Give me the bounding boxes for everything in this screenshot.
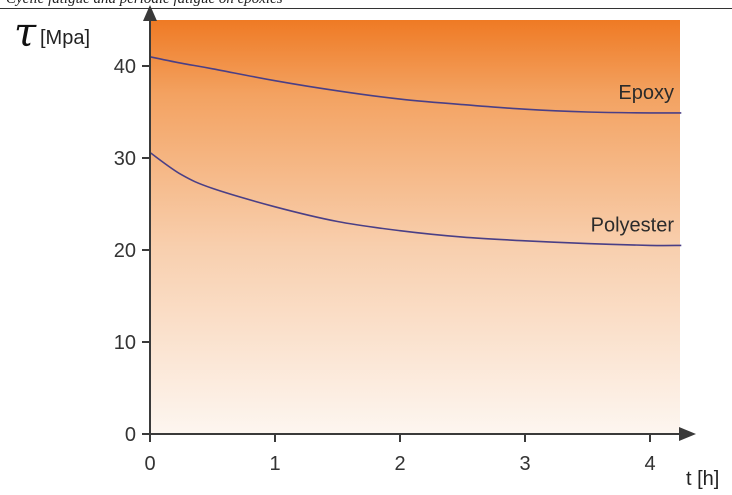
x-tick-label: 4 <box>644 453 655 475</box>
series-line-epoxy <box>149 56 682 114</box>
y-tick-label: 20 <box>114 240 136 262</box>
x-tick-label: 1 <box>269 453 280 475</box>
caption-fragment: Cyclic fatigue and periodic fatigue on e… <box>6 0 283 8</box>
x-tick-label: 0 <box>144 453 155 475</box>
y-tick-label: 40 <box>114 56 136 78</box>
y-tick-label: 0 <box>125 424 136 446</box>
y-axis-arrow <box>143 5 157 21</box>
y-axis-unit: [Mpa] <box>40 27 90 49</box>
plot-background <box>150 20 680 434</box>
y-tick-label: 10 <box>114 332 136 354</box>
x-tick-label: 3 <box>519 453 530 475</box>
y-axis-symbol: τ <box>14 10 37 56</box>
series-line-polyester <box>149 151 682 247</box>
y-tick-label: 30 <box>114 148 136 170</box>
x-axis-title: t [h] <box>686 468 719 490</box>
series-label-polyester: Polyester <box>591 214 675 236</box>
x-axis-arrow <box>679 427 696 441</box>
x-tick-label: 2 <box>394 453 405 475</box>
series-label-epoxy: Epoxy <box>618 82 674 104</box>
top-rule <box>0 8 732 9</box>
